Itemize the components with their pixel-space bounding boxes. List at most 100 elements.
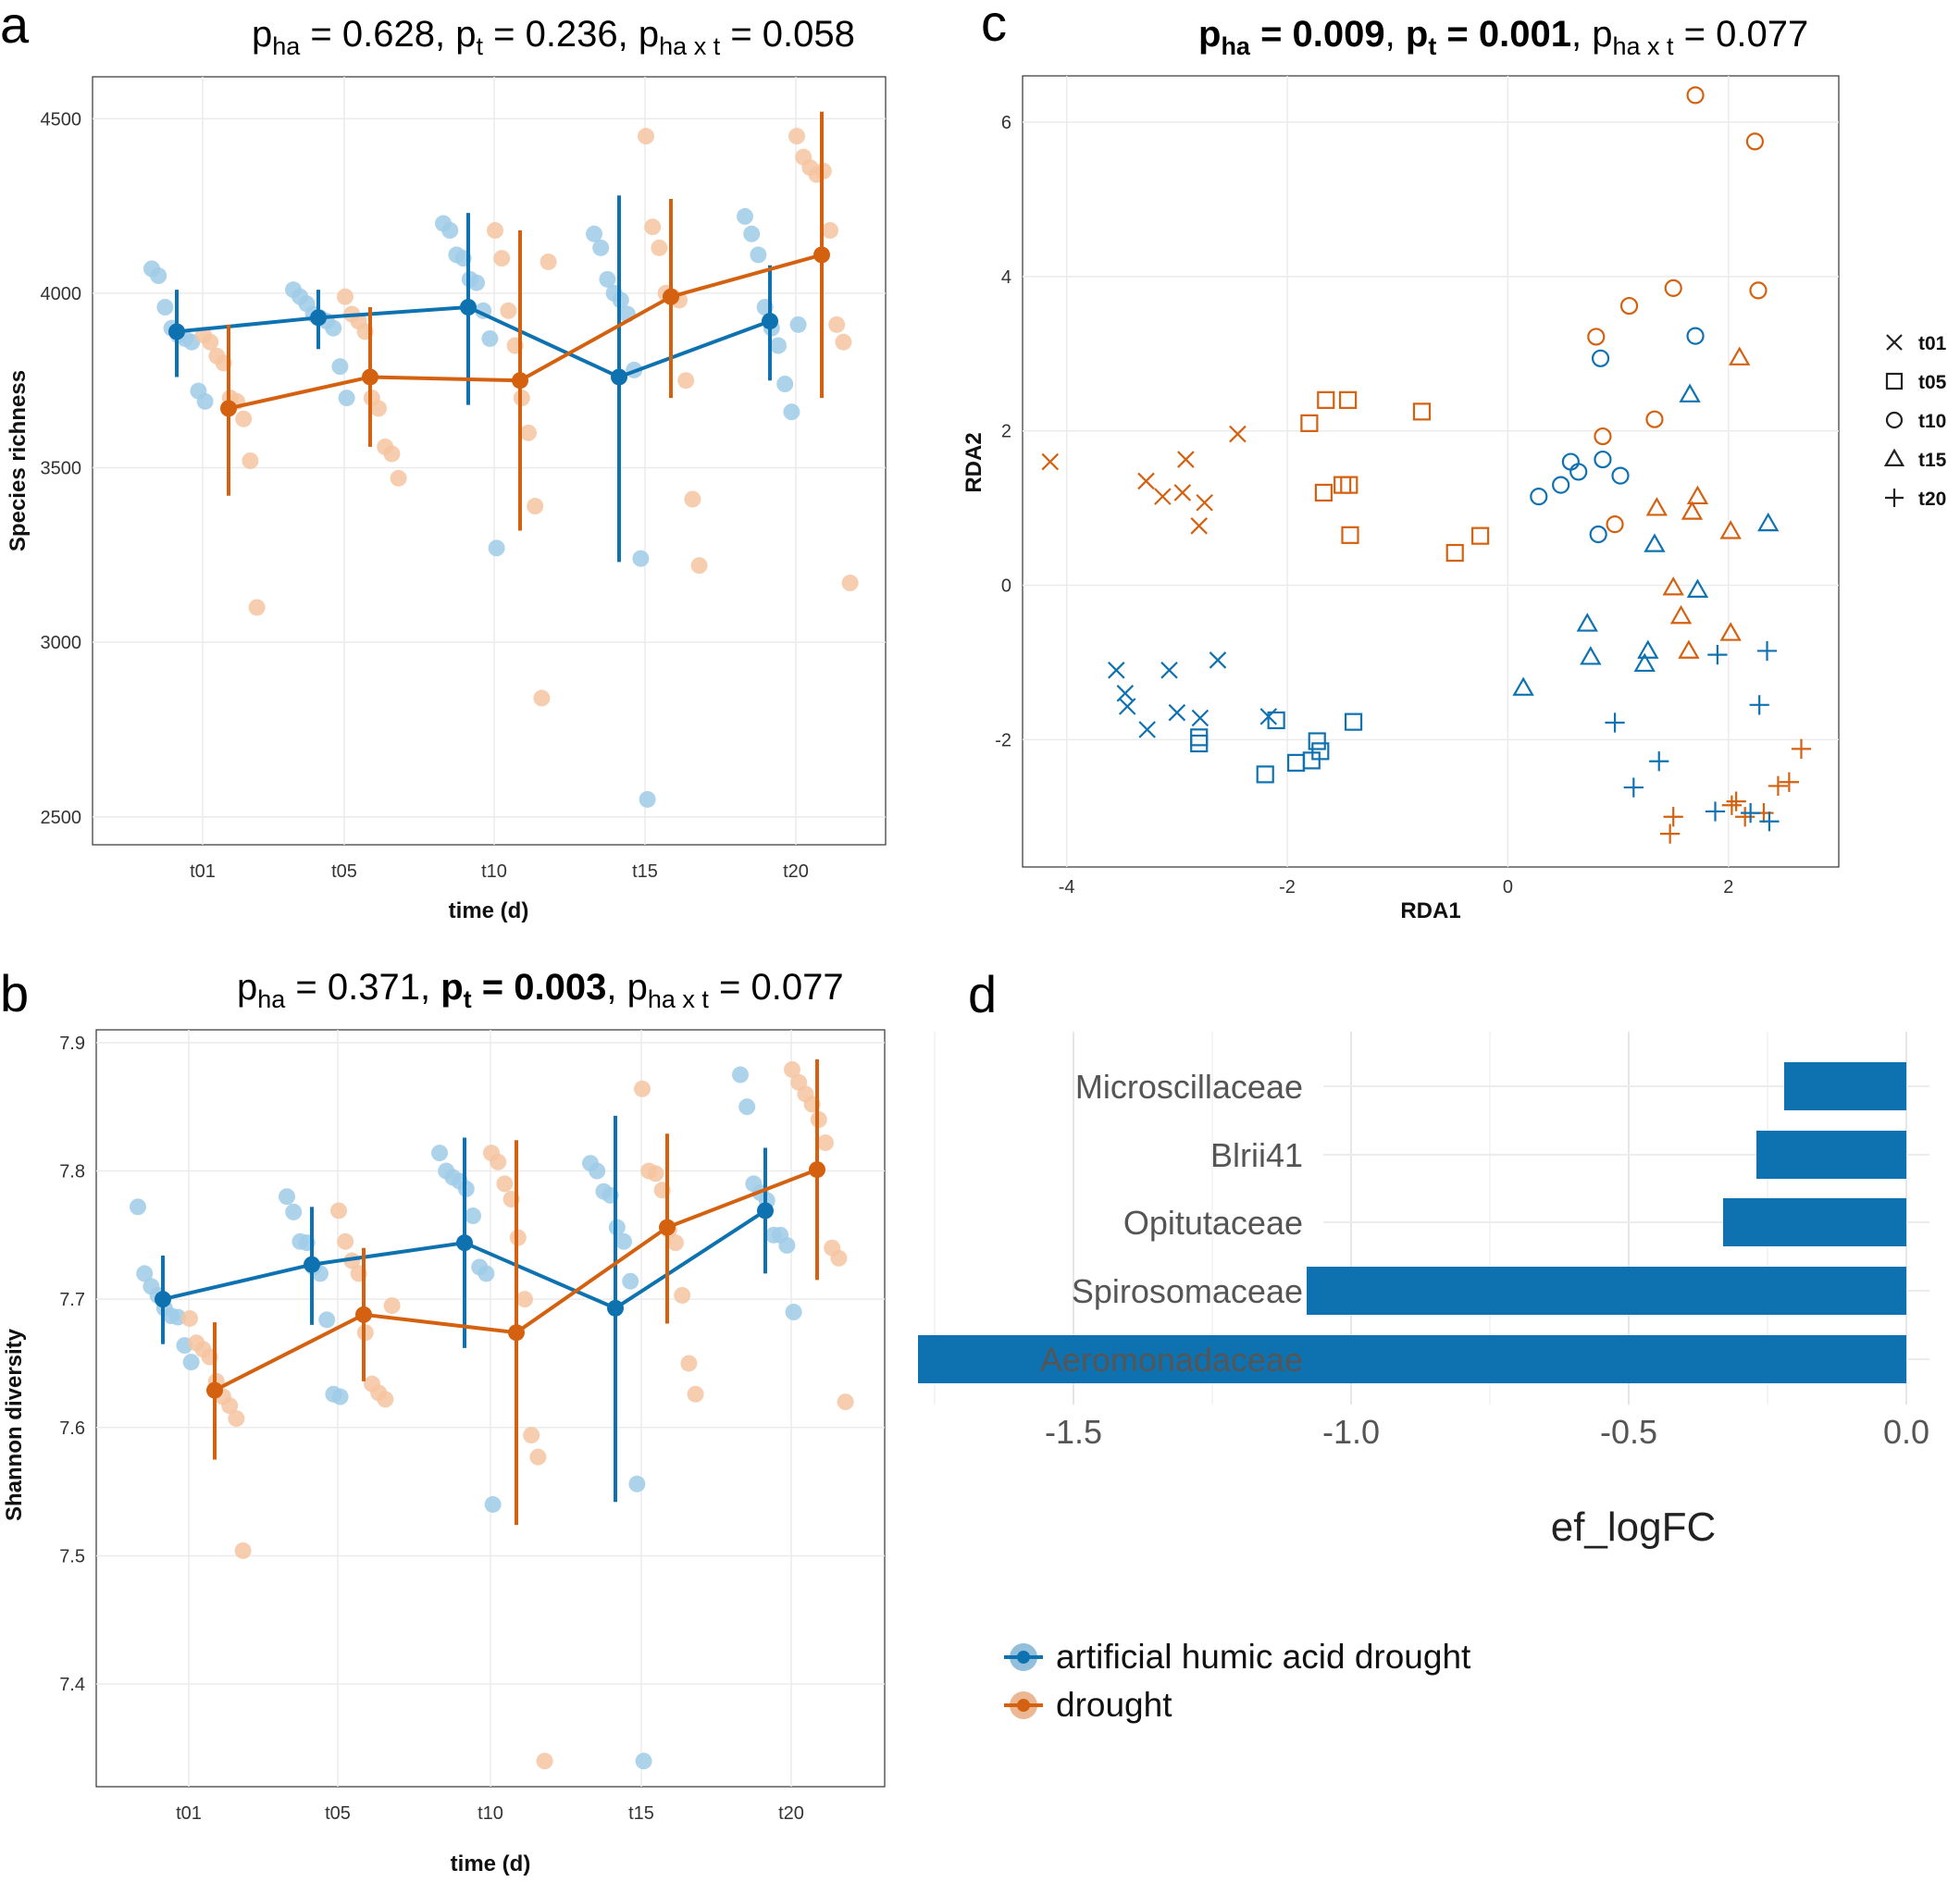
- rda-point-ha-circle: [1569, 463, 1588, 481]
- rda-point-drought-triangle: [1729, 346, 1751, 365]
- data-point-drought: [644, 218, 662, 236]
- data-point-ha: [279, 1188, 295, 1206]
- rda-point-ha-x: [1168, 703, 1186, 722]
- rda-point-drought-x: [1196, 494, 1213, 512]
- data-point-ha: [465, 1207, 481, 1225]
- rda-point-ha-triangle: [1637, 639, 1659, 659]
- data-point-ha: [488, 539, 505, 557]
- data-point-drought: [337, 1232, 354, 1250]
- legend-shape-label: t05: [1918, 372, 1947, 393]
- data-point-ha: [622, 1272, 639, 1290]
- rda-point-drought-triangle: [1719, 520, 1742, 539]
- legend-shape-label: t15: [1918, 450, 1947, 471]
- mean-point-ha: [456, 1234, 473, 1252]
- data-point-ha: [599, 270, 616, 288]
- rda-point-drought-square: [1339, 390, 1358, 409]
- panel-c-x-axis-label: RDA1: [1400, 898, 1460, 923]
- rda-point-ha-x: [1209, 651, 1227, 669]
- rda-point-ha-x: [1160, 662, 1178, 679]
- mean-point-ha: [168, 323, 185, 340]
- data-point-drought: [651, 239, 668, 256]
- panel-b-tick-labels: 7.4 7.5 7.6 7.7 7.8 7.9 t01 t05 t10 t15 t20: [59, 1034, 804, 1824]
- y-tick-label: 7.9: [59, 1034, 85, 1054]
- bar-Microscillaceae: [1784, 1062, 1906, 1110]
- panel-d-letter: d: [968, 965, 997, 1023]
- panel-c-shape-legend: t01 t05 t10 t15 t20: [1883, 333, 1947, 510]
- rda-point-ha-triangle: [1580, 646, 1602, 665]
- rda-point-drought-plus: [1735, 807, 1755, 827]
- x-tick-label: t10: [478, 1803, 503, 1824]
- data-point-drought: [647, 1165, 664, 1182]
- rda-point-drought-triangle: [1669, 604, 1693, 625]
- y-tick-label: 7.6: [59, 1418, 85, 1439]
- data-point-drought: [523, 1427, 540, 1444]
- data-point-drought: [370, 400, 387, 417]
- panel-a-grid: [93, 77, 886, 845]
- panel-a-tick-labels: 2500 3000 3500 4000 4500 t01 t05 t10 t15 t20: [41, 109, 809, 882]
- legend-shape-label: t10: [1918, 411, 1946, 432]
- data-point-drought: [221, 1397, 239, 1415]
- panel-b-grid: [96, 1030, 885, 1787]
- y-tick-label: 2: [1001, 422, 1011, 442]
- data-point-drought: [234, 1542, 252, 1559]
- data-point-drought: [490, 1153, 507, 1170]
- x-tick-label: t01: [190, 861, 216, 882]
- bar-Blrii41: [1756, 1131, 1906, 1179]
- data-point-ha: [589, 1162, 606, 1180]
- data-point-drought: [487, 222, 503, 239]
- rda-point-ha-plus: [1707, 644, 1728, 665]
- rda-point-ha-x: [1108, 662, 1125, 679]
- y-tick-label: 3000: [41, 633, 82, 653]
- rda-point-ha-square: [1308, 732, 1326, 750]
- mean-point-drought: [813, 246, 830, 264]
- rda-point-ha-circle: [1594, 450, 1612, 469]
- mean-point-drought: [220, 400, 237, 417]
- rda-point-ha-square: [1267, 711, 1285, 730]
- data-point-drought: [500, 302, 517, 319]
- rda-point-drought-triangle: [1662, 576, 1684, 596]
- legend-shape-t01: [1886, 334, 1903, 351]
- rda-point-drought-plus: [1660, 823, 1681, 844]
- panel-b-marks: [130, 1059, 854, 1770]
- rda-point-ha-plus: [1705, 801, 1726, 822]
- data-point-drought: [248, 599, 266, 616]
- data-point-ha: [481, 329, 499, 347]
- rda-point-ha-square: [1190, 734, 1209, 753]
- mean-point-ha: [762, 313, 778, 330]
- category-label: Aeromonadaceae: [1040, 1341, 1303, 1379]
- rda-point-ha-square: [1311, 742, 1330, 761]
- data-point-drought: [828, 316, 846, 333]
- y-tick-label: 4000: [41, 284, 82, 304]
- rda-point-drought-plus: [1721, 795, 1743, 815]
- y-tick-label: 7.5: [59, 1546, 85, 1566]
- data-point-ha: [182, 1354, 200, 1371]
- panel-a-x-axis-label: time (d): [449, 898, 529, 923]
- panel-d-tick-labels: -1.5 -1.0 -0.5 0.0 Microscillaceae Blrii41 Opi…: [1040, 1068, 1929, 1451]
- x-tick-label: -2: [1279, 877, 1296, 898]
- data-point-drought: [835, 333, 852, 351]
- category-label: Opitutaceae: [1123, 1204, 1303, 1242]
- data-point-drought: [677, 372, 695, 390]
- rda-point-ha-square: [1256, 765, 1274, 784]
- data-point-drought: [687, 1385, 704, 1403]
- panel-d: d -1.5 -1.0 -0.5 0.0 Microscillaceae Blrii41 O…: [918, 965, 1929, 1550]
- rda-point-drought-x: [1154, 488, 1172, 505]
- data-point-ha: [136, 1265, 154, 1282]
- rda-point-drought-x: [1173, 484, 1192, 501]
- panel-d-x-axis-label: ef_logFC: [1551, 1504, 1717, 1550]
- x-tick-label: 0.0: [1883, 1413, 1929, 1451]
- rda-point-ha-x: [1191, 709, 1209, 727]
- rda-point-drought-plus: [1726, 791, 1746, 811]
- data-point-drought: [674, 1286, 691, 1304]
- rda-point-ha-circle: [1552, 476, 1570, 494]
- rda-point-drought-x: [1137, 472, 1155, 490]
- rda-point-ha-plus: [1605, 712, 1625, 733]
- rda-point-ha-x: [1138, 721, 1156, 738]
- mean-point-drought: [355, 1306, 372, 1323]
- mean-point-drought: [508, 1324, 525, 1342]
- mean-point-ha: [310, 309, 327, 327]
- data-point-drought: [784, 1060, 800, 1078]
- data-point-drought: [496, 1175, 514, 1193]
- rda-point-drought-circle: [1645, 410, 1664, 428]
- data-point-ha: [338, 390, 355, 407]
